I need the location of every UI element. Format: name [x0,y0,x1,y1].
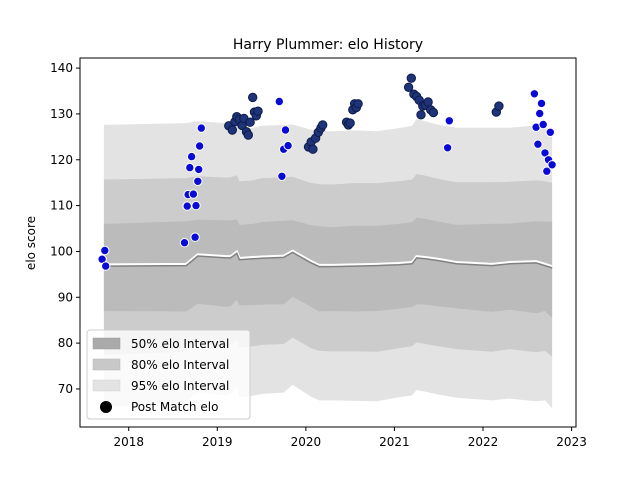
elo-point [538,119,548,130]
legend-label-95: 95% elo Interval [131,379,229,393]
elo-point [190,232,200,242]
x-tick-label: 2020 [291,435,322,449]
x-tick-label: 2018 [113,435,144,449]
y-tick-label: 130 [50,107,73,121]
y-tick-label: 100 [50,244,73,258]
elo-point [193,176,203,187]
x-tick-label: 2021 [379,435,410,449]
elo-point [277,171,287,182]
elo-point [547,160,557,170]
median-line [103,251,553,269]
elo-point [196,123,207,133]
elo-point [274,96,284,107]
post-match-points [97,73,557,271]
elo-point [179,238,190,248]
elo-point [188,189,199,199]
elo-point [428,107,439,118]
elo-point [406,73,416,83]
legend-frame [86,329,251,420]
elo-point [353,99,363,109]
elo-point [280,125,291,135]
elo-point [245,117,255,127]
elo-point [545,127,555,138]
median-elo-line [103,249,553,269]
legend-label-80: 80% elo Interval [131,358,229,372]
elo-point [536,98,547,109]
elo-point [243,130,254,140]
elo-point [494,101,504,111]
elo-point [533,139,543,149]
x-axis: 2018 2019 2020 2021 2022 2023 [113,427,587,449]
elo-point [194,164,204,175]
elo-point [100,245,110,256]
elo-point [283,140,293,151]
elo-point [227,125,238,135]
plot-area [79,57,577,428]
elo-point [194,141,205,151]
elo-point [182,201,192,211]
y-axis: 70 80 90 100 110 120 130 140 [50,61,80,396]
plot-frame [79,57,577,428]
median-glow [103,249,553,268]
chart-title: Harry Plummer: elo History [233,37,423,53]
x-tick-label: 2023 [556,435,587,449]
legend: 50% elo Interval 80% elo Interval 95% el… [86,329,251,420]
elo-point [529,89,540,99]
elo-point [318,120,328,130]
elo-point [542,166,552,176]
elo-point [191,200,201,211]
elo-point [444,116,454,126]
y-axis-label: elo score [24,216,38,270]
x-tick-label: 2022 [468,435,499,449]
elo-point [308,144,318,154]
x-tick-label: 2019 [202,435,233,449]
legend-swatch-50 [92,337,121,350]
y-tick-label: 80 [58,336,73,350]
legend-label-50: 50% elo Interval [131,337,229,351]
y-tick-label: 90 [58,290,73,304]
elo-point [416,110,426,120]
elo-point [403,82,414,93]
legend-label-points: Post Match elo [131,400,218,414]
y-tick-label: 110 [50,199,73,213]
legend-swatch-95 [92,379,121,392]
elo-point [185,162,195,173]
elo-point [101,261,111,271]
y-tick-label: 140 [50,61,73,75]
elo-point [535,108,545,119]
legend-swatch-80 [92,358,121,371]
elo-point [423,97,433,107]
y-tick-label: 70 [58,382,73,396]
elo-point [442,143,453,153]
y-tick-label: 120 [50,153,73,167]
elo-point [253,106,263,116]
elo-point [186,151,197,162]
elo-point [345,118,355,128]
elo-point [248,92,258,103]
legend-marker-points [100,401,112,413]
band-50 [103,217,553,318]
